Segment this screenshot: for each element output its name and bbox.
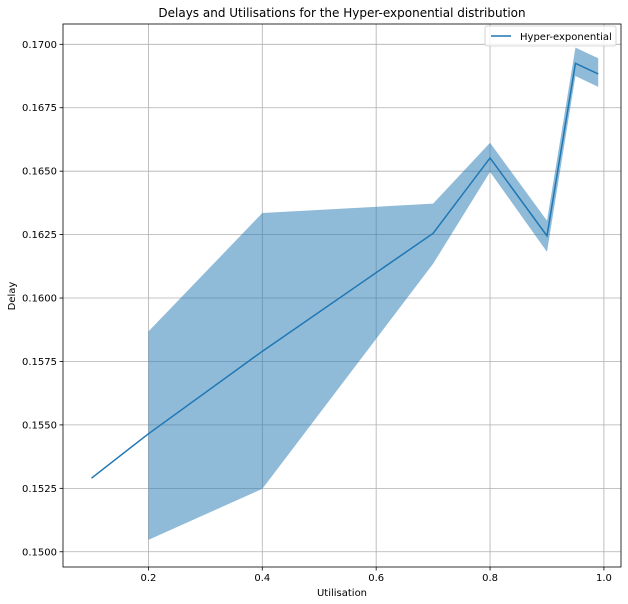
x-tick-label: 0.4 — [254, 573, 270, 584]
x-tick-label: 0.8 — [482, 573, 498, 584]
y-tick-label: 0.1600 — [22, 294, 57, 305]
y-tick-label: 0.1575 — [22, 357, 57, 368]
chart-title: Delays and Utilisations for the Hyper-ex… — [158, 6, 525, 20]
y-axis-ticks: 0.1500 0.1525 0.1550 0.1575 0.1600 0.1625 0.16… — [22, 40, 63, 558]
legend-box — [484, 25, 617, 47]
confidence-band-area — [148, 47, 599, 540]
y-axis-title: Delay — [7, 282, 18, 311]
plot-frame — [62, 23, 622, 568]
y-tick-label: 0.1525 — [22, 484, 57, 495]
y-tick-label: 0.1700 — [22, 40, 57, 51]
x-axis-ticks: 0.2 0.4 0.6 0.8 1.0 — [140, 567, 612, 584]
legend-label: Hyper-exponential — [520, 32, 612, 43]
x-tick-label: 0.2 — [140, 573, 156, 584]
legend: Hyper-exponential — [484, 25, 617, 47]
confidence-band — [148, 47, 599, 540]
y-tick-label: 0.1625 — [22, 230, 57, 241]
series-lines — [91, 62, 599, 479]
x-axis-title: Utilisation — [317, 588, 367, 599]
y-tick-label: 0.1500 — [22, 547, 57, 558]
x-tick-label: 1.0 — [596, 573, 612, 584]
y-tick-label: 0.1650 — [22, 167, 57, 178]
y-tick-label: 0.1675 — [22, 103, 57, 114]
y-tick-label: 0.1550 — [22, 420, 57, 431]
series-line-hyper-exponential — [91, 62, 599, 479]
x-tick-label: 0.6 — [368, 573, 384, 584]
